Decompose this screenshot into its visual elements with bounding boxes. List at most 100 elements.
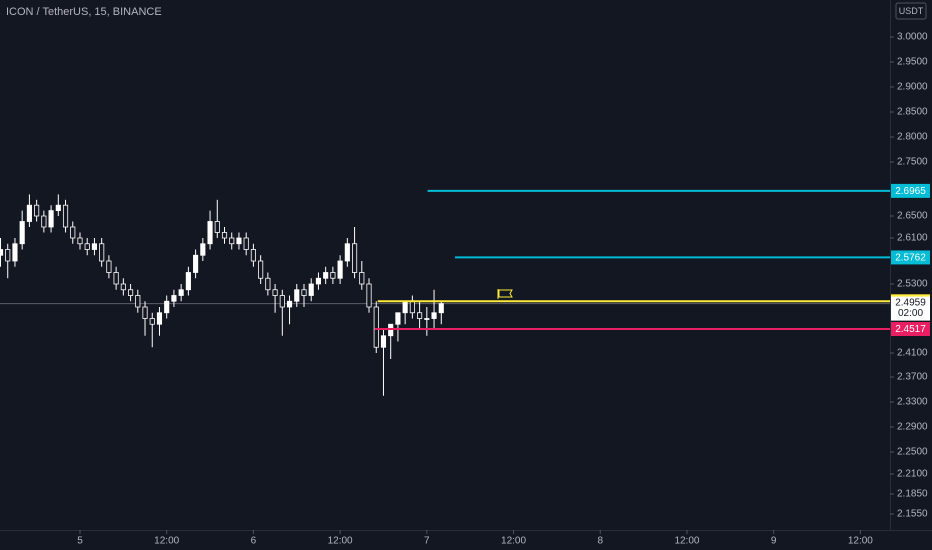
x-tick-label: 12:00 xyxy=(848,536,873,547)
x-tick-label: 7 xyxy=(424,536,430,547)
candle-body xyxy=(330,272,336,279)
candle-body xyxy=(258,260,264,279)
y-tick-label: 2.8500 xyxy=(897,107,928,118)
candle-body xyxy=(380,335,387,348)
y-tick-label: 2.6500 xyxy=(897,211,928,222)
candle-body xyxy=(55,204,61,211)
candle-body xyxy=(106,260,112,273)
candle-body xyxy=(294,289,300,302)
candle-body xyxy=(286,300,293,308)
candle-body xyxy=(120,283,126,291)
y-tick-label: 2.1850 xyxy=(897,489,928,500)
x-tick-label: 12:00 xyxy=(154,536,179,547)
candle-body xyxy=(431,312,437,319)
y-tick-label: 2.8000 xyxy=(897,132,928,143)
x-tick-label: 9 xyxy=(771,536,777,547)
candle-body xyxy=(344,243,350,262)
candle-body xyxy=(26,204,32,222)
candle-body xyxy=(207,221,213,245)
y-tick-label: 2.7500 xyxy=(897,157,928,168)
candle-body xyxy=(250,249,256,262)
candle-body xyxy=(323,272,329,279)
candle-body xyxy=(352,243,358,273)
candle-body xyxy=(265,277,271,291)
price-label: 2.4517 xyxy=(895,324,926,335)
candle-body xyxy=(0,249,4,256)
candle-body xyxy=(12,243,18,262)
y-tick-label: 2.3700 xyxy=(897,372,928,383)
candle-body xyxy=(113,272,119,285)
price-label: 2.5762 xyxy=(895,253,926,264)
last-price-label: 2.4959 xyxy=(895,298,926,309)
candle-body xyxy=(142,306,148,319)
y-tick-label: 3.0000 xyxy=(897,32,928,43)
candle-body xyxy=(301,289,307,296)
candle-body xyxy=(5,249,11,262)
candle-body xyxy=(185,272,191,291)
candle-body xyxy=(164,300,170,314)
candle-body xyxy=(214,221,220,233)
candle-body xyxy=(366,283,372,308)
candle-body xyxy=(337,260,343,279)
y-tick-label: 2.4100 xyxy=(897,348,928,359)
price-label-box xyxy=(891,322,930,337)
candle-body xyxy=(417,312,423,319)
candle-body xyxy=(272,289,278,296)
y-tick-label: 2.3300 xyxy=(897,397,928,408)
price-label-box xyxy=(891,250,930,265)
candle-body xyxy=(128,289,134,296)
candle-body xyxy=(41,215,47,228)
candle-body xyxy=(229,237,235,245)
candle-body xyxy=(34,204,40,217)
y-tick-label: 2.1550 xyxy=(897,509,928,520)
x-tick-label: 6 xyxy=(251,536,257,547)
candle-body xyxy=(156,312,163,325)
candle-body xyxy=(135,295,141,308)
y-tick-label: 2.2900 xyxy=(897,422,928,433)
y-tick-label: 2.6100 xyxy=(897,233,928,244)
y-tick-label: 2.2100 xyxy=(897,469,928,480)
candle-body xyxy=(99,243,105,262)
x-tick-label: 8 xyxy=(597,536,603,547)
x-tick-label: 12:00 xyxy=(674,536,699,547)
candle-body xyxy=(236,237,242,245)
price-label-box xyxy=(891,183,930,198)
candle-body xyxy=(200,243,206,256)
flag-icon xyxy=(497,289,513,299)
candle-body xyxy=(77,237,83,245)
y-tick-label: 2.5300 xyxy=(897,279,928,290)
candle-body xyxy=(315,277,322,285)
currency-box xyxy=(895,2,927,20)
candle-body xyxy=(193,254,199,273)
candle-body xyxy=(149,318,155,325)
y-tick-label: 2.9500 xyxy=(897,57,928,68)
candle-body xyxy=(221,232,228,239)
chart-title: ICON / TetherUS, 15, BINANCE xyxy=(6,6,162,18)
x-tick-label: 5 xyxy=(77,536,83,547)
candle-body xyxy=(424,318,430,320)
candle-body xyxy=(373,306,379,348)
candle-body xyxy=(70,226,76,239)
candle-body xyxy=(402,300,408,314)
candle-body xyxy=(395,312,401,325)
candle-body xyxy=(279,295,285,308)
candle-body xyxy=(308,283,314,296)
candle-body xyxy=(91,243,98,250)
candle-body xyxy=(48,210,54,228)
price-label: 2.6965 xyxy=(895,186,926,197)
candle-body xyxy=(359,272,365,285)
x-tick-label: 12:00 xyxy=(501,536,526,547)
last-price-box xyxy=(891,296,930,321)
candle-body xyxy=(243,237,249,250)
candle-body xyxy=(178,289,184,296)
candle-body xyxy=(19,221,25,245)
candle-body xyxy=(409,300,415,314)
y-tick-label: 2.2500 xyxy=(897,447,928,458)
y-tick-label: 2.9000 xyxy=(897,82,928,93)
candle-body xyxy=(84,243,90,250)
countdown-label: 02:00 xyxy=(898,308,923,319)
candle-body xyxy=(438,303,444,314)
y-axis-label: USDT xyxy=(899,6,924,16)
